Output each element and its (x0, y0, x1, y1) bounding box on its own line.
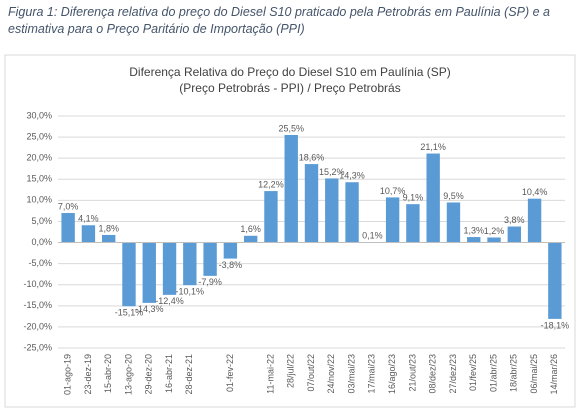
x-tick-label: 28/jul/22 (286, 354, 296, 388)
y-tick-label: -5,0% (28, 258, 52, 268)
value-label: 1,8% (98, 223, 119, 233)
value-label: 12,2% (258, 179, 284, 189)
x-tick-label: 21/out/23 (407, 354, 417, 392)
x-tick-label: 11-mai-22 (265, 354, 275, 394)
bar (548, 242, 562, 319)
bar (467, 237, 481, 243)
x-tick-label: 03/mai/23 (346, 354, 356, 394)
bar (426, 153, 440, 243)
bar (487, 237, 501, 243)
x-tick-label: 16-abr-21 (164, 354, 174, 393)
bar (142, 242, 156, 303)
x-tick-label: 27/dez/23 (448, 354, 458, 394)
value-label: 14,3% (339, 171, 365, 181)
y-tick-label: -15,0% (23, 300, 52, 310)
x-tick-label: 14/mar/26 (549, 354, 559, 395)
value-label: -10,1% (176, 287, 205, 297)
value-label: 7,0% (58, 201, 79, 211)
x-tick-label: 15-abr-20 (103, 354, 113, 393)
bar (223, 242, 238, 259)
bar (325, 178, 339, 243)
value-label: 1,2% (484, 226, 505, 236)
x-tick-label: 23-dez-19 (83, 354, 93, 395)
bar (345, 182, 359, 243)
value-label: 1,3% (463, 225, 484, 235)
figure-caption: Figura 1: Diferença relativa do preço do… (8, 5, 550, 36)
x-tick-label: 01-ago-19 (63, 354, 73, 395)
value-label: 9,1% (403, 193, 424, 203)
value-label: 9,5% (443, 191, 464, 201)
y-tick-label: -20,0% (23, 321, 52, 331)
x-tick-label: 28-dez-21 (184, 354, 194, 395)
y-tick-label: 30,0% (26, 110, 52, 120)
x-tick-label: 01/fev/25 (468, 354, 478, 391)
x-tick-label: 13-ago-20 (123, 354, 133, 395)
bar (102, 234, 116, 243)
bar (527, 198, 542, 243)
bar (122, 242, 136, 307)
chart-subtitle: (Preço Petrobrás - PPI) / Preço Petrobrá… (179, 81, 400, 95)
bar (304, 164, 319, 243)
bar (162, 242, 177, 295)
x-tick-label: 01/abr/25 (488, 354, 498, 392)
value-label: 0,1% (362, 230, 383, 240)
value-label: -18,1% (541, 320, 570, 330)
bar (243, 235, 258, 243)
x-tick-label: 07/out/22 (306, 354, 316, 392)
x-tick-label: 24/nov/22 (326, 354, 336, 394)
bar (183, 242, 197, 286)
value-label: 10,7% (380, 186, 406, 196)
value-label: 1,6% (240, 224, 261, 234)
value-label: 3,8% (504, 215, 525, 225)
x-tick-label: 29-dez-20 (144, 354, 154, 395)
x-tick-label: 17/mai/23 (367, 354, 377, 394)
y-tick-label: 0,0% (31, 237, 52, 247)
y-tick-label: 5,0% (31, 216, 52, 226)
value-label: -12,4% (155, 296, 184, 306)
x-tick-label: 18/abr/25 (509, 354, 519, 392)
y-tick-label: 20,0% (26, 153, 52, 163)
x-tick-label: 16/ago/23 (387, 354, 397, 394)
y-tick-label: 15,0% (26, 174, 52, 184)
y-tick-label: 25,0% (26, 131, 52, 141)
bar (406, 204, 420, 243)
value-label: -14,3% (135, 304, 164, 314)
bar (507, 226, 521, 243)
y-tick-label: -10,0% (23, 279, 52, 289)
chart-title: Diferença Relativa do Preço do Diesel S1… (129, 65, 451, 79)
value-label: 21,1% (420, 142, 446, 152)
bar (284, 134, 298, 243)
bar (81, 225, 96, 243)
bar (446, 202, 461, 243)
x-tick-label: 01-fev-22 (225, 354, 235, 392)
value-label: 15,2% (319, 167, 345, 177)
value-label: 25,5% (278, 123, 304, 133)
bar (385, 197, 400, 243)
value-label: 18,6% (299, 152, 325, 162)
x-tick-label: 08/dez/23 (428, 354, 438, 394)
value-label: 4,1% (78, 214, 99, 224)
chart-frame (4, 54, 576, 408)
value-label: 10,4% (522, 187, 548, 197)
value-label: -3,8% (219, 260, 243, 270)
bar (264, 191, 278, 243)
value-label: -15,1% (115, 308, 144, 318)
x-tick-label: 06/mai/25 (529, 354, 539, 394)
y-tick-label: 10,0% (26, 195, 52, 205)
bar (61, 213, 75, 243)
value-label: -7,9% (198, 277, 222, 287)
y-tick-label: -25,0% (23, 342, 52, 352)
bar (203, 242, 217, 276)
